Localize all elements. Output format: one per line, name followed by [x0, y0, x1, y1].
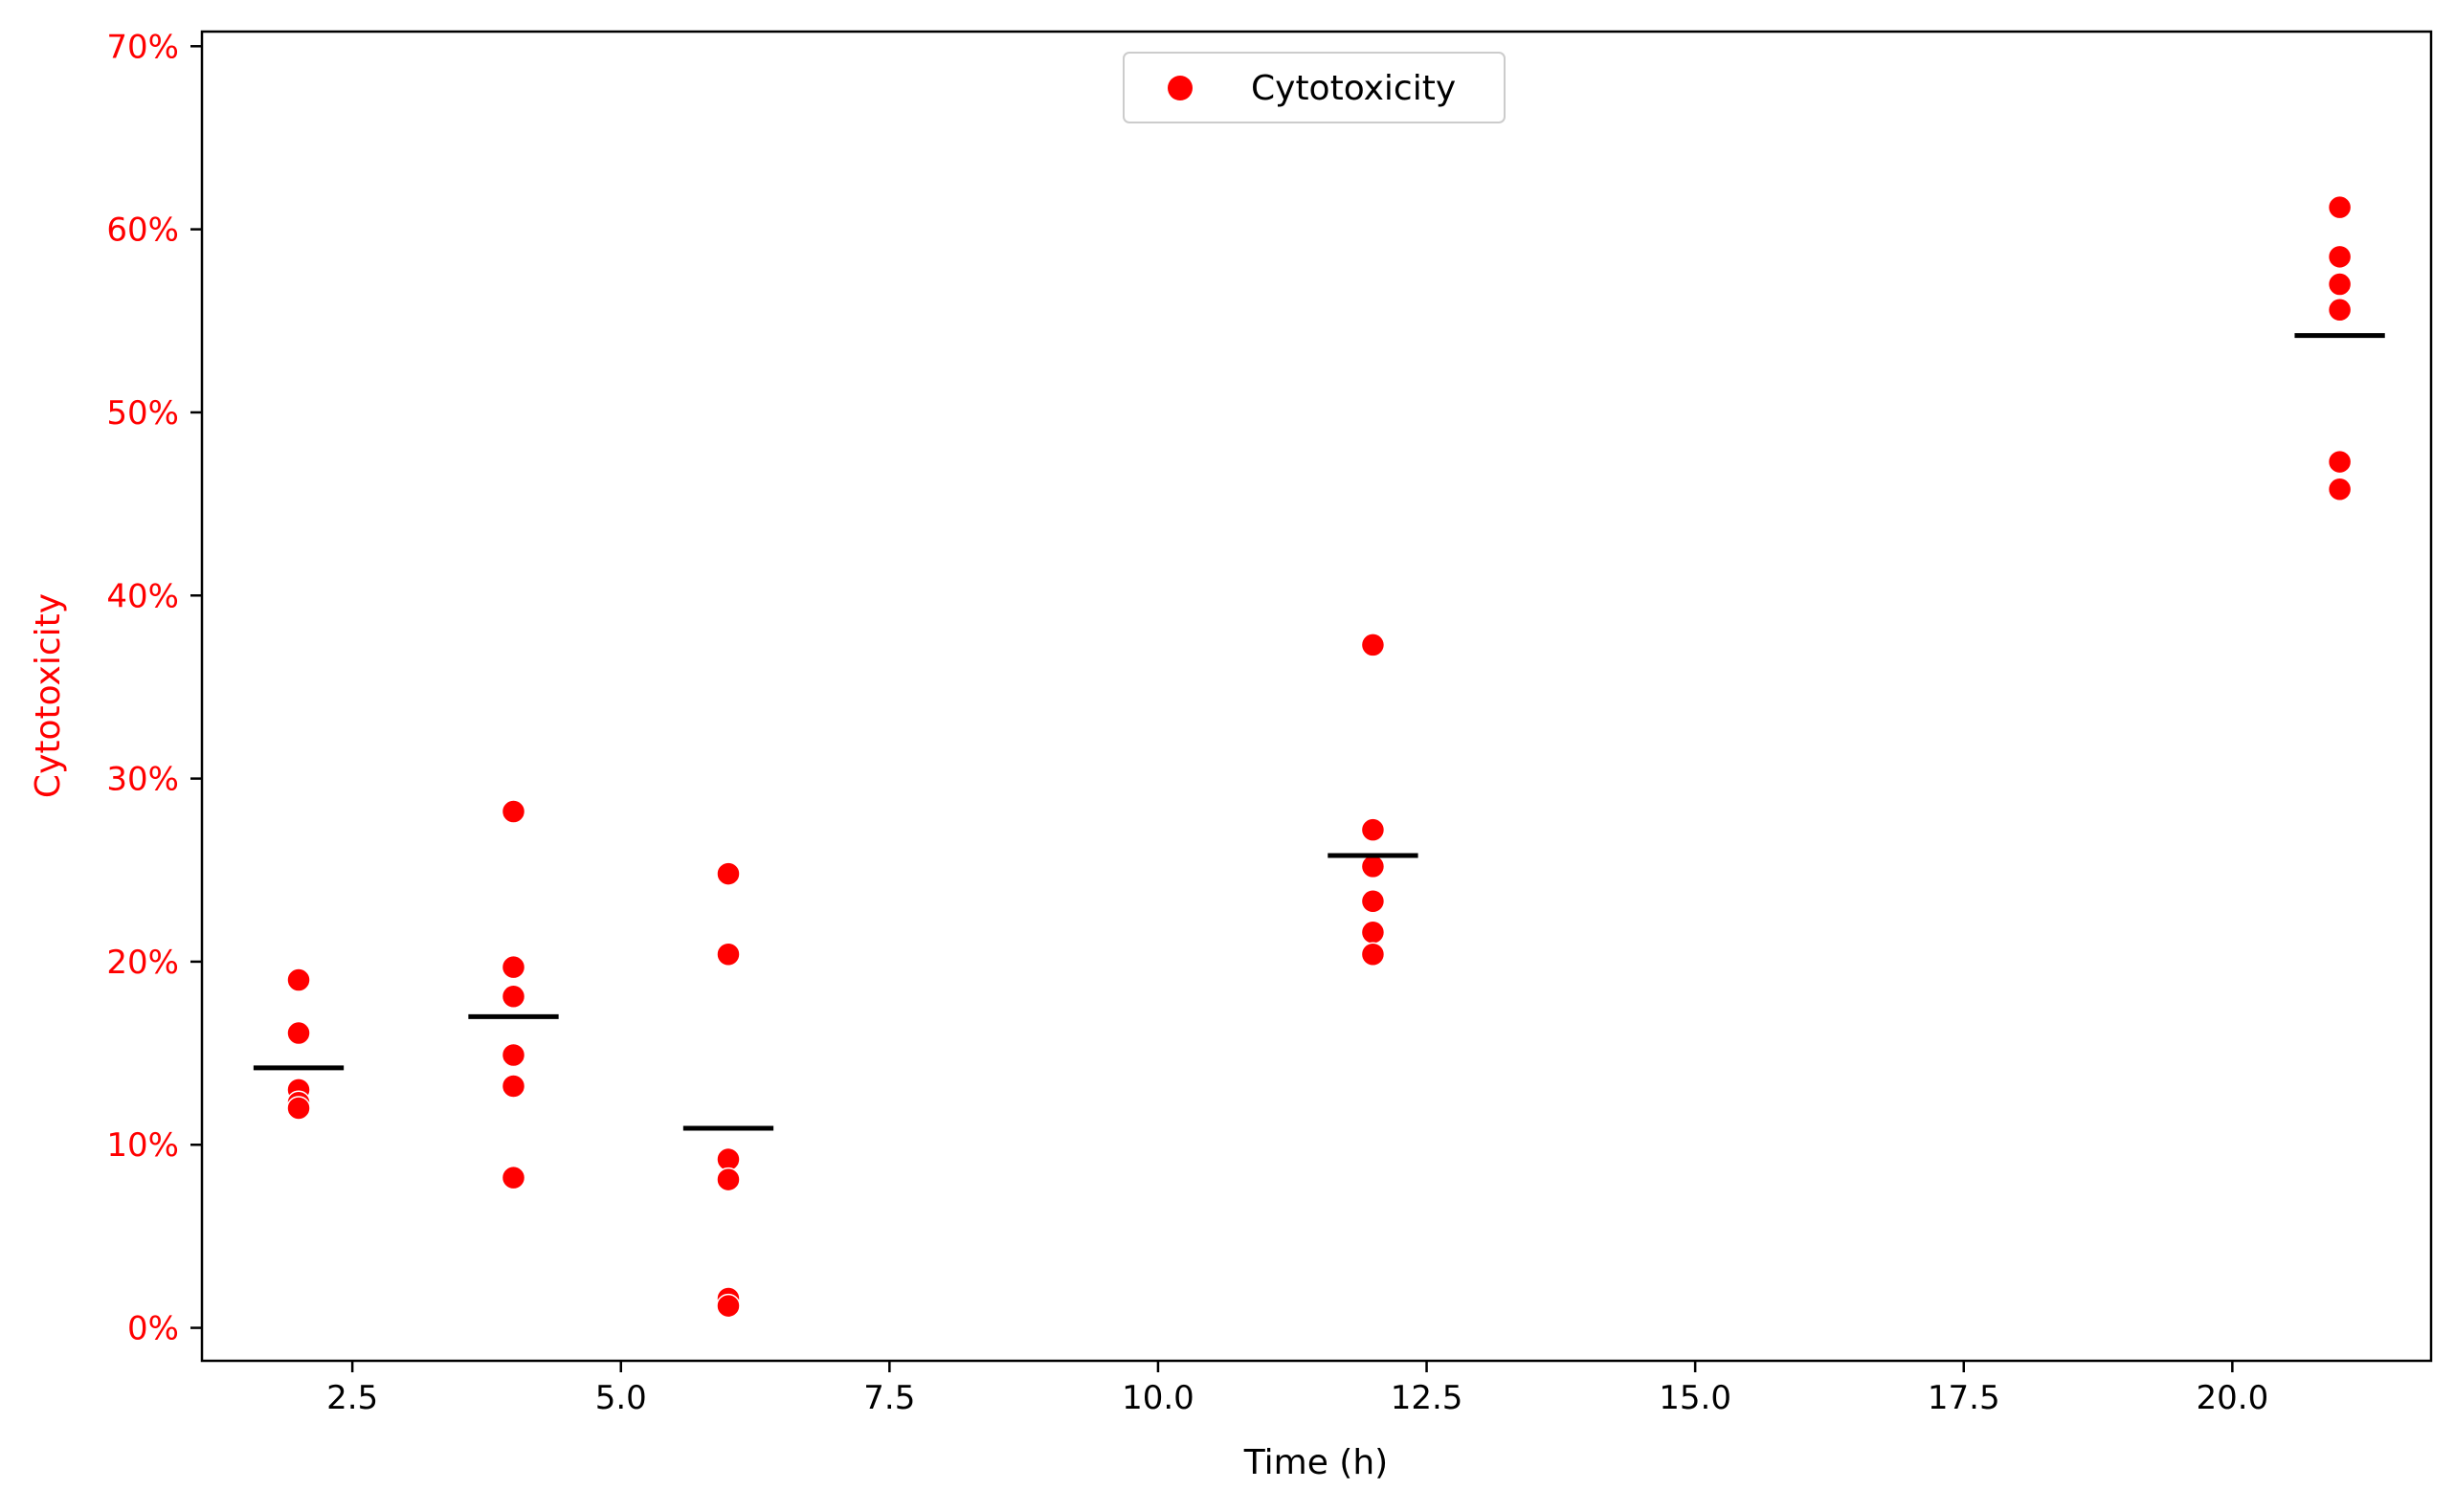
data-point [501, 984, 526, 1010]
data-point [1360, 633, 1386, 657]
data-point [716, 1167, 741, 1192]
y-axis-label: Cytotoxicity [29, 593, 68, 798]
legend-box [1123, 52, 1506, 123]
x-tick-label: 5.0 [595, 1379, 647, 1417]
y-tick-label: 70% [106, 28, 179, 66]
x-tick-label: 17.5 [1928, 1379, 2000, 1417]
data-point [2327, 194, 2353, 220]
y-tick-label: 0% [127, 1310, 179, 1348]
x-tick-label: 10.0 [1122, 1379, 1194, 1417]
data-point [501, 1042, 526, 1068]
plot-frame [200, 30, 2433, 1363]
data-point [2327, 244, 2353, 270]
data-point [286, 1096, 311, 1121]
data-point [1360, 854, 1386, 879]
y-tick-label: 10% [106, 1126, 179, 1165]
data-point [2327, 449, 2353, 475]
y-axis: 0% 10% 20% 30% 40% 50% 60% 70% [106, 28, 202, 1348]
legend-label: Cytotoxicity [1251, 69, 1456, 108]
data-point [1360, 817, 1386, 842]
x-tick-label: 7.5 [863, 1379, 915, 1417]
y-tick-label: 60% [106, 211, 179, 250]
data-point [1360, 920, 1386, 945]
x-axis: 2.5 5.0 7.5 10.0 12.5 15.0 17.5 20.0 [326, 1361, 2268, 1417]
data-point [501, 954, 526, 980]
data-point [716, 861, 741, 886]
y-tick-label: 50% [106, 394, 179, 433]
data-point [501, 799, 526, 824]
y-tick-label: 30% [106, 761, 179, 799]
y-tick-label: 40% [106, 577, 179, 615]
legend-marker [1168, 76, 1193, 100]
data-point [501, 1165, 526, 1190]
data-point [1360, 942, 1386, 967]
data-point [1360, 889, 1386, 914]
data-point [2327, 298, 2353, 322]
data-point [286, 967, 311, 992]
x-tick-label: 20.0 [2197, 1379, 2269, 1417]
x-tick-label: 15.0 [1659, 1379, 1731, 1417]
y-tick-label: 20% [106, 944, 179, 982]
x-tick-label: 12.5 [1391, 1379, 1463, 1417]
data-point [716, 942, 741, 967]
chart-marks [253, 194, 2385, 1319]
data-point [286, 1020, 311, 1046]
x-tick-label: 2.5 [326, 1379, 378, 1417]
data-point [2327, 477, 2353, 502]
data-point [2327, 272, 2353, 297]
x-axis-label: Time (h) [1243, 1443, 1388, 1482]
data-point [716, 1293, 741, 1319]
data-point [501, 1074, 526, 1099]
legend: Cytotoxicity [1123, 52, 1506, 123]
